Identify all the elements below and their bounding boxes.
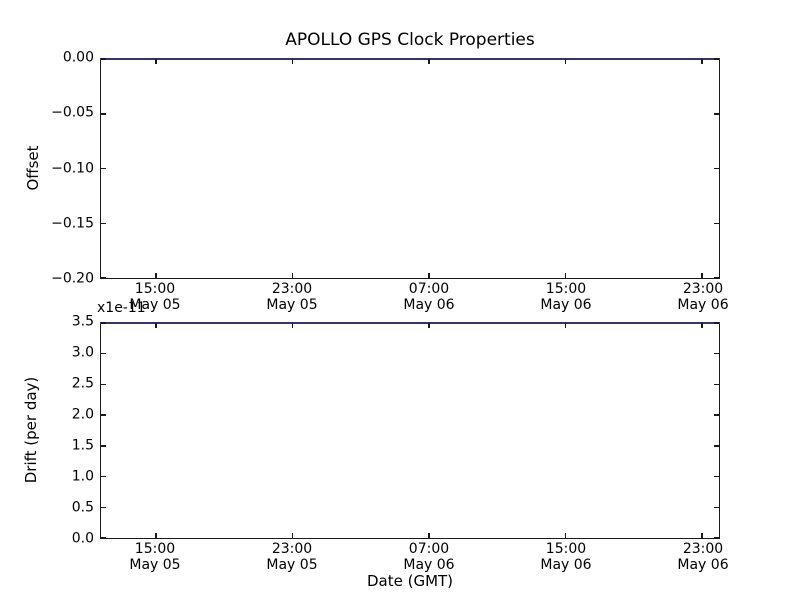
y-tick-label: −0.15: [51, 215, 94, 232]
x-tick-mark: [701, 533, 703, 538]
x-tick-mark: [291, 273, 294, 278]
drift-y-axis-label: Drift (per day): [22, 376, 40, 484]
x-tick-label: 15:00 May 05: [110, 541, 200, 573]
y-tick-mark: [101, 475, 106, 478]
x-tick-label-line: May 06: [677, 557, 729, 573]
y-tick-mark: [101, 222, 106, 224]
x-tick-label-line: May 05: [129, 557, 181, 573]
x-tick-label-line: 07:00: [408, 281, 450, 297]
x-tick-label-line: 23:00: [682, 281, 724, 297]
y-tick-label: 0.00: [62, 49, 94, 66]
x-tick-label-line: May 05: [266, 557, 318, 573]
x-tick-mark: [701, 273, 703, 278]
x-tick-label-line: May 06: [540, 557, 592, 573]
y-tick-label: 2.5: [71, 375, 94, 392]
x-tick-label: 07:00 May 06: [384, 541, 474, 573]
y-tick-label: 3.0: [71, 344, 94, 361]
y-tick-mark: [101, 167, 106, 170]
x-tick-label-line: May 06: [403, 557, 455, 573]
x-tick-label-line: 07:00: [408, 541, 450, 557]
y-tick-mark: [714, 537, 719, 539]
x-tick-mark: [155, 323, 157, 328]
x-tick-mark: [564, 533, 567, 538]
offset-plot-area: [100, 57, 720, 279]
x-tick-mark: [701, 59, 703, 64]
y-tick-label: 1.0: [71, 468, 94, 485]
x-tick-label-line: 23:00: [682, 541, 724, 557]
y-tick-label: −0.05: [51, 104, 94, 121]
y-axis-multiplier-text: x1e-11: [97, 300, 146, 316]
x-tick-label-line: 15:00: [134, 541, 176, 557]
x-tick-mark: [428, 273, 430, 278]
drift-data-line: [100, 321, 720, 325]
y-tick-mark: [101, 383, 106, 386]
y-tick-label: 0.0: [71, 530, 94, 547]
offset-data-line: [100, 57, 720, 61]
x-tick-label-line: May 06: [403, 297, 455, 313]
x-tick-label: 15:00 May 06: [521, 281, 611, 313]
x-tick-label-line: May 05: [129, 297, 181, 313]
y-tick-mark: [714, 277, 719, 279]
x-tick-mark: [564, 273, 567, 278]
x-tick-mark: [428, 323, 430, 328]
x-tick-mark: [564, 323, 567, 328]
x-tick-mark: [155, 59, 157, 64]
y-tick-label: 2.0: [71, 406, 94, 423]
y-tick-mark: [714, 383, 719, 386]
y-tick-label: 0.5: [71, 499, 94, 516]
y-tick-mark: [714, 352, 719, 355]
x-tick-mark: [291, 323, 294, 328]
x-tick-label-line: 15:00: [545, 281, 587, 297]
drift-plot-area: [100, 321, 720, 539]
x-tick-mark: [155, 273, 157, 278]
y-tick-mark: [714, 113, 719, 115]
y-tick-mark: [714, 445, 719, 447]
y-tick-mark: [101, 506, 106, 509]
y-tick-mark: [101, 277, 106, 279]
x-tick-mark: [291, 59, 294, 64]
x-tick-label: 23:00 May 06: [658, 281, 748, 313]
x-tick-label-line: 23:00: [271, 281, 313, 297]
y-tick-mark: [101, 322, 106, 324]
y-tick-label: −0.10: [51, 160, 94, 176]
x-tick-mark: [428, 59, 430, 64]
x-tick-label-line: May 06: [677, 297, 729, 313]
y-tick-label: −0.20: [51, 270, 94, 287]
y-tick-mark: [714, 506, 719, 509]
y-tick-mark: [101, 113, 106, 115]
x-tick-label: 23:00 May 06: [658, 541, 748, 573]
x-tick-mark: [155, 533, 157, 538]
chart-title: APOLLO GPS Clock Properties: [285, 30, 535, 50]
x-tick-label: 15:00 May 05: [110, 281, 200, 313]
y-tick-label: 1.5: [71, 437, 94, 454]
y-tick-mark: [714, 414, 719, 416]
y-tick-mark: [101, 414, 106, 416]
y-tick-mark: [714, 167, 719, 170]
x-tick-label: 23:00 May 05: [247, 541, 337, 573]
y-tick-mark: [101, 352, 106, 355]
x-tick-label-line: 15:00: [545, 541, 587, 557]
x-tick-label-line: May 05: [266, 297, 318, 313]
x-tick-label: 23:00 May 05: [247, 281, 337, 313]
x-tick-label-line: May 06: [540, 297, 592, 313]
y-tick-mark: [101, 58, 106, 60]
y-tick-mark: [714, 58, 719, 60]
y-tick-mark: [714, 475, 719, 478]
x-tick-mark: [701, 323, 703, 328]
x-tick-label-line: 23:00: [271, 541, 313, 557]
x-tick-label: 07:00 May 06: [384, 281, 474, 313]
y-tick-label: 3.5: [71, 313, 94, 330]
x-tick-mark: [564, 59, 567, 64]
y-tick-mark: [101, 537, 106, 539]
x-tick-label: 15:00 May 06: [521, 541, 611, 573]
y-tick-mark: [714, 222, 719, 224]
x-tick-label-line: 15:00: [134, 281, 176, 297]
date-x-axis-label: Date (GMT): [366, 572, 454, 590]
x-tick-mark: [291, 533, 294, 538]
x-tick-mark: [428, 533, 430, 538]
y-tick-mark: [101, 445, 106, 447]
y-tick-mark: [714, 322, 719, 324]
